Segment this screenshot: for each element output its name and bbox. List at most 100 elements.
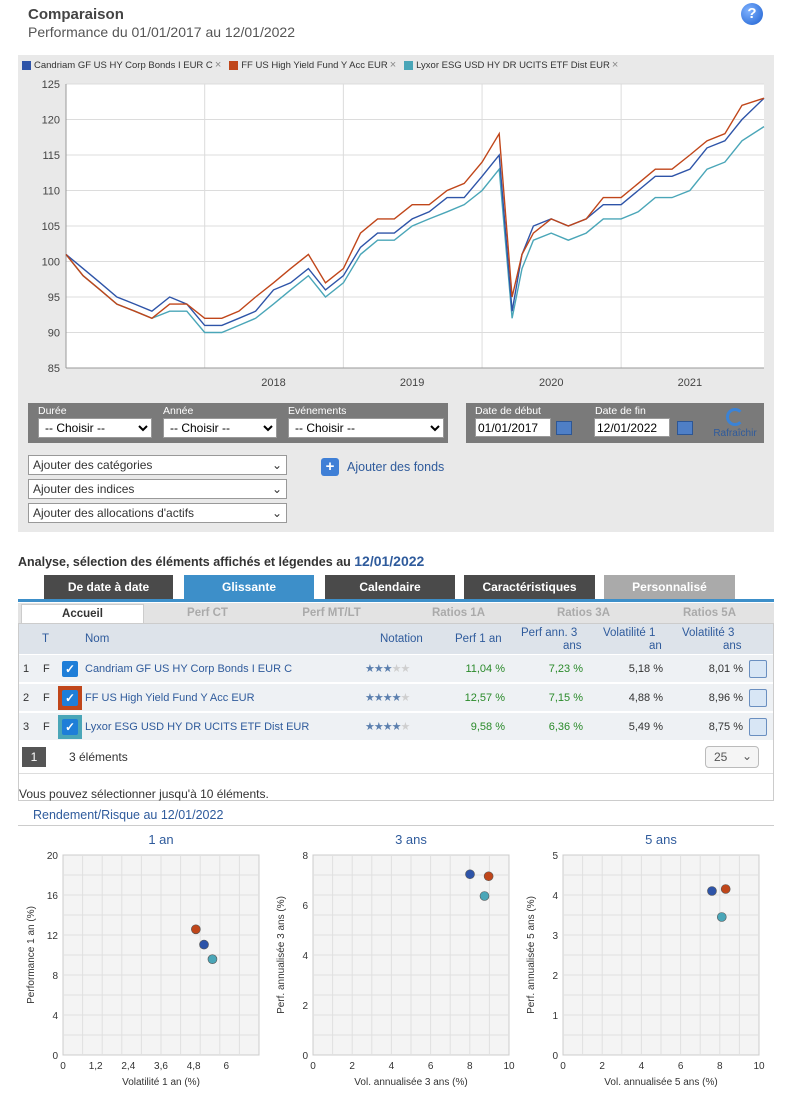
analysis-title: Analyse, sélection des éléments affichés… — [18, 553, 424, 569]
sub-tab[interactable]: Perf CT — [187, 607, 228, 619]
x-tick-label: 2 — [599, 1061, 605, 1072]
main-tab[interactable]: Caractéristiques — [464, 575, 595, 599]
per-page-select[interactable]: 25 ⌄ — [705, 746, 759, 768]
col-perf3[interactable]: Perf ann. 3 — [521, 627, 578, 639]
row-checkbox[interactable]: ✓ — [58, 715, 82, 739]
y-tick-label: 0 — [52, 1051, 58, 1062]
remove-series-icon[interactable]: × — [389, 59, 397, 71]
row-checkbox[interactable]: ✓ — [58, 657, 82, 681]
chart-legend: Candriam GF US HY Corp Bonds I EUR C × FF … — [22, 58, 626, 72]
legend-swatch — [22, 60, 31, 70]
help-icon[interactable]: ? — [741, 3, 763, 25]
y-axis-label: Perf. annualisée 3 ans (%) — [276, 896, 287, 1014]
scatter-point — [465, 869, 475, 880]
main-tab[interactable]: Glissante — [184, 575, 314, 602]
col-nom[interactable]: Nom — [85, 633, 110, 645]
main-tab[interactable]: Personnalisé — [604, 575, 735, 599]
page-number[interactable]: 1 — [22, 747, 46, 767]
y-tick-label: 2 — [552, 971, 558, 982]
chevron-down-icon: ⌄ — [271, 506, 282, 520]
date-debut-label: Date de début — [475, 405, 541, 417]
y-tick-label: 2 — [302, 1001, 308, 1012]
x-tick-label: 6 — [678, 1061, 684, 1072]
rating-stars: ★★★★★ — [365, 691, 411, 704]
star-icon: ★ — [373, 692, 384, 704]
y-tick-label: 5 — [552, 851, 558, 862]
annee-select[interactable]: -- Choisir -- — [163, 418, 277, 438]
y-tick-label: 4 — [52, 1011, 58, 1022]
date-debut-input[interactable] — [475, 418, 551, 437]
sub-tab[interactable]: Ratios 1A — [431, 607, 486, 619]
col-vol3-line2: ans — [723, 640, 742, 652]
y-axis-label: Performance 1 an (%) — [26, 906, 37, 1004]
date-fin-input[interactable] — [594, 418, 670, 437]
analysis-title-text: Analyse, sélection des éléments affichés… — [18, 555, 355, 569]
evenements-select[interactable]: -- Choisir -- — [288, 418, 444, 438]
x-tick-label: 2 — [349, 1061, 355, 1072]
star-icon: ★ — [382, 663, 393, 675]
col-notation[interactable]: Notation — [380, 633, 423, 645]
col-vol3[interactable]: Volatilité 3 — [682, 627, 735, 639]
add-allocations-dropdown[interactable]: Ajouter des allocations d'actifs ⌄ — [28, 503, 287, 523]
remove-series-icon[interactable]: × — [611, 59, 619, 71]
plus-icon: + — [321, 458, 339, 476]
volatilite-3-ans: 8,75 % — [708, 721, 743, 733]
col-perf1[interactable]: Perf 1 an — [455, 633, 502, 645]
star-icon: ★ — [400, 692, 411, 704]
main-tab[interactable]: De date à date — [44, 575, 173, 599]
table-row: 1 F ✓ Candriam GF US HY Corp Bonds I EUR C ★… — [19, 655, 773, 683]
fund-name-link[interactable]: Candriam GF US HY Corp Bonds I EUR C — [85, 663, 293, 675]
refresh-button[interactable]: Rafraîchir — [708, 408, 762, 442]
row-checkbox[interactable]: ✓ — [58, 686, 82, 710]
per-page-value: 25 — [714, 750, 728, 764]
add-categories-dropdown[interactable]: Ajouter des catégories ⌄ — [28, 455, 287, 475]
evenements-label: Evénements — [288, 405, 347, 417]
y-tick-label: 0 — [302, 1051, 308, 1062]
scatter-point — [716, 912, 727, 922]
main-tab[interactable]: Calendaire — [325, 575, 455, 599]
x-axis-label: Volatilité 1 an (%) — [122, 1077, 200, 1088]
rating-stars: ★★★★★ — [365, 662, 410, 675]
star-icon: ★ — [373, 663, 384, 675]
y-tick-label: 0 — [552, 1051, 558, 1062]
page-title: Comparaison — [28, 6, 124, 23]
add-funds-label: Ajouter des fonds — [347, 460, 445, 474]
sub-tab[interactable]: Ratios 3A — [556, 607, 611, 619]
fund-name-link[interactable]: FF US High Yield Fund Y Acc EUR — [85, 692, 255, 704]
sub-tab[interactable]: Ratios 5A — [682, 607, 737, 619]
factsheet-icon[interactable] — [749, 660, 767, 678]
col-perf3-line2: ans — [563, 640, 582, 652]
legend-swatch — [229, 60, 239, 70]
legend-item: Candriam GF US HY Corp Bonds I EUR C × — [22, 59, 221, 71]
item-count: 3 éléments — [69, 750, 128, 764]
calendar-icon[interactable] — [556, 421, 572, 435]
scatter-title: 3 ans — [395, 832, 427, 847]
x-tick-label: 0 — [560, 1061, 566, 1072]
volatilite-1-an: 5,49 % — [628, 721, 663, 733]
add-funds-button[interactable]: + Ajouter des fonds — [321, 458, 444, 476]
scatter-point — [483, 871, 494, 882]
row-index: 3 — [23, 721, 30, 733]
sub-tab[interactable]: Perf MT/LT — [302, 607, 361, 619]
perf-1-an: 9,58 % — [470, 721, 505, 733]
fund-name-link[interactable]: Lyxor ESG USD HY DR UCITS ETF Dist EUR — [85, 721, 310, 733]
x-tick-label: 10 — [503, 1061, 515, 1072]
remove-series-icon[interactable]: × — [214, 59, 222, 71]
x-tick-label: 3,6 — [154, 1061, 168, 1072]
risk-return-scatter: 5 ans 0 2 4 6 8 10 0 1 2 3 4 5 Vol. annualisée 5 ans … — [526, 832, 765, 1088]
perf-1-an: 12,57 % — [464, 692, 505, 704]
perf-ann-3-ans: 7,23 % — [548, 663, 583, 675]
add-indices-dropdown[interactable]: Ajouter des indices ⌄ — [28, 479, 287, 499]
col-vol1[interactable]: Volatilité 1 — [603, 627, 656, 639]
risk-divider — [18, 825, 774, 826]
factsheet-icon[interactable] — [749, 689, 767, 707]
legend-label: Candriam GF US HY Corp Bonds I EUR C — [34, 59, 213, 71]
calendar-icon[interactable] — [677, 421, 693, 435]
y-tick-label: 90 — [48, 328, 60, 340]
page-subtitle: Performance du 01/01/2017 au 12/01/2022 — [28, 24, 295, 40]
y-tick-label: 100 — [42, 257, 60, 269]
factsheet-icon[interactable] — [749, 718, 767, 736]
sub-tab[interactable]: Accueil — [21, 604, 144, 623]
duree-select[interactable]: -- Choisir -- — [38, 418, 152, 438]
y-tick-label: 4 — [302, 951, 308, 962]
